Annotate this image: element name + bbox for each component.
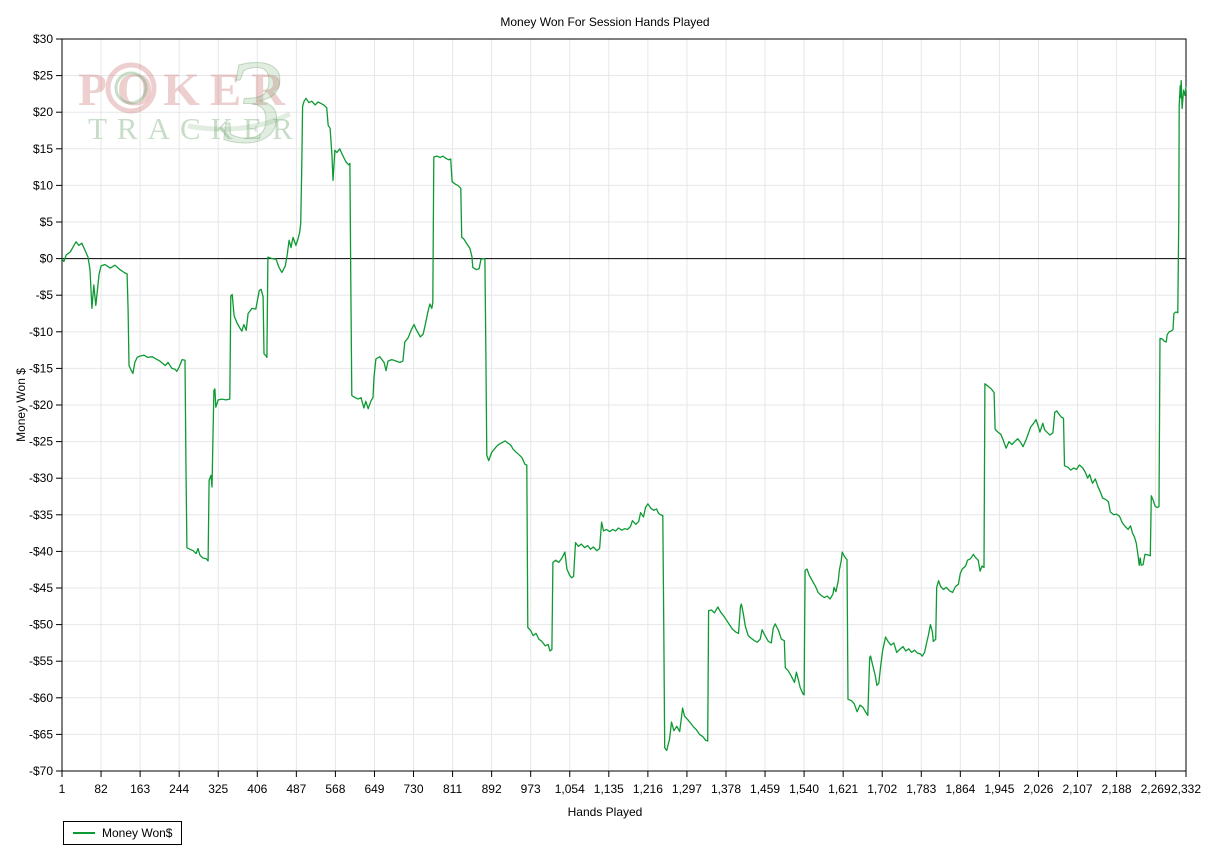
y-tick-label: -$5 <box>36 288 54 302</box>
poker-chip-icon <box>105 62 157 114</box>
x-axis-title: Hands Played <box>567 805 643 819</box>
y-tick-label: -$25 <box>29 435 53 449</box>
axes <box>56 38 1187 777</box>
x-tick-label: 568 <box>325 782 345 796</box>
y-tick-label: -$50 <box>29 618 53 632</box>
y-tick-label: -$10 <box>29 325 53 339</box>
y-tick-label: -$65 <box>29 727 53 741</box>
money-won-polyline <box>61 80 1187 752</box>
x-tick-label: 1,135 <box>594 782 624 796</box>
watermark-3-badge: 3 <box>223 35 284 168</box>
y-tick-label: $20 <box>33 105 53 119</box>
y-tick-label: -$60 <box>29 691 53 705</box>
x-tick-label: 649 <box>364 782 384 796</box>
x-tick-label: 1,621 <box>828 782 858 796</box>
x-tick-label: 244 <box>169 782 189 796</box>
x-tick-label: 1,783 <box>906 782 936 796</box>
x-tick-label: 2,332 <box>1171 782 1201 796</box>
x-tick-label: 1,054 <box>555 782 585 796</box>
x-tick-label: 2,107 <box>1062 782 1092 796</box>
x-tick-label: 82 <box>94 782 108 796</box>
x-tick-label: 1 <box>59 782 66 796</box>
x-tick-label: 1,945 <box>984 782 1014 796</box>
legend-line-swatch <box>73 832 95 834</box>
x-tick-label: 325 <box>208 782 228 796</box>
y-tick-label: $0 <box>40 252 54 266</box>
legend-label: Money Won$ <box>102 826 173 840</box>
y-tick-label: -$15 <box>29 361 53 375</box>
gridlines <box>62 39 1186 771</box>
legend: Money Won$ <box>63 821 183 845</box>
y-tick-label: -$30 <box>29 471 53 485</box>
x-tick-label: 730 <box>404 782 424 796</box>
x-tick-label: 487 <box>286 782 306 796</box>
x-tick-label: 1,459 <box>750 782 780 796</box>
watermark: POKER TRACKER 3 <box>78 35 303 169</box>
x-tick-label: 1,540 <box>789 782 819 796</box>
x-tick-label: 892 <box>482 782 502 796</box>
y-tick-label: -$40 <box>29 544 53 558</box>
y-axis-title: Money Won $ <box>14 368 28 442</box>
y-tick-label: -$20 <box>29 398 53 412</box>
tick-labels: $30 $25 $20 $15 $10 $5 $0 -$5 -$10 -$15 -$20 -$25 -$… <box>29 32 1201 796</box>
watermark-poker-text: POKER <box>78 64 295 116</box>
y-tick-label: $30 <box>33 32 53 46</box>
y-tick-label: -$45 <box>29 581 53 595</box>
x-tick-label: 406 <box>247 782 267 796</box>
y-tick-label: -$35 <box>29 508 53 522</box>
x-tick-label: 1,702 <box>867 782 897 796</box>
x-tick-label: 1,378 <box>711 782 741 796</box>
y-tick-label: $10 <box>33 178 53 192</box>
chart-title: Money Won For Session Hands Played <box>500 15 710 29</box>
watermark-swoosh <box>187 111 292 132</box>
y-tick-label: $25 <box>33 69 53 83</box>
money-won-line <box>61 80 1187 752</box>
watermark-tracker-text: TRACKER <box>88 111 303 146</box>
poker-chip-inner-ring <box>114 71 148 105</box>
y-tick-label: $15 <box>33 142 53 156</box>
y-tick-label: -$55 <box>29 654 53 668</box>
x-tick-label: 163 <box>130 782 150 796</box>
x-tick-label: 2,026 <box>1023 782 1053 796</box>
x-tick-label: 1,864 <box>945 782 975 796</box>
x-tick-label: 1,297 <box>672 782 702 796</box>
x-tick-label: 973 <box>521 782 541 796</box>
x-tick-label: 1,216 <box>633 782 663 796</box>
x-tick-label: 811 <box>443 782 462 796</box>
x-tick-label: 2,269 <box>1141 782 1171 796</box>
x-tick-label: 2,188 <box>1102 782 1132 796</box>
y-tick-label: -$70 <box>29 764 53 778</box>
y-tick-label: $5 <box>40 215 54 229</box>
